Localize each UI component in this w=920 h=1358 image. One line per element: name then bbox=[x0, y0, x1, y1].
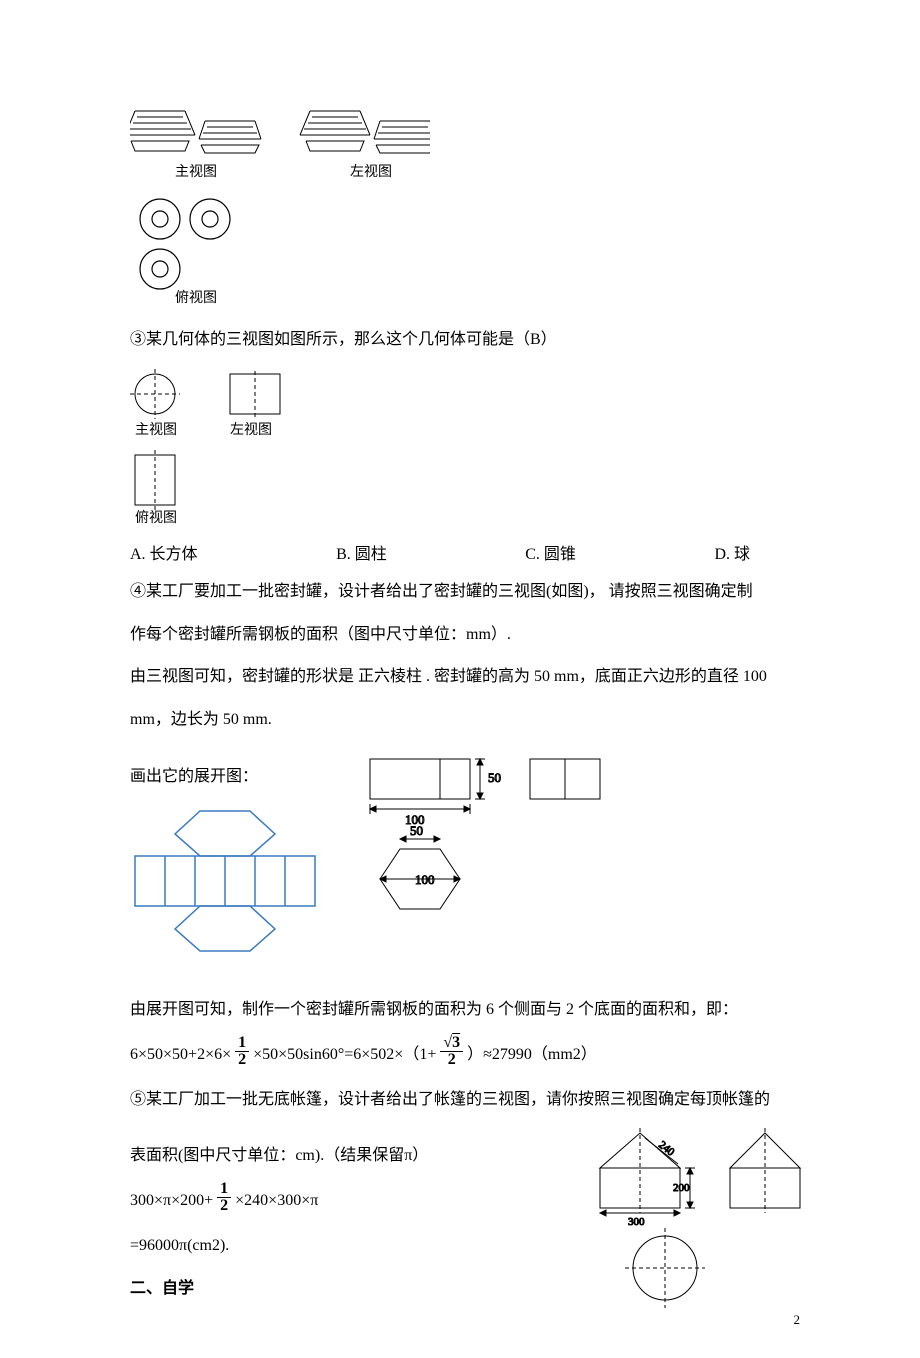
label-left-2: 左视图 bbox=[230, 422, 272, 438]
section-2-title: 二、自学 bbox=[130, 1275, 590, 1304]
q5-line1: ⑤某工厂加工一批无底帐篷，设计者给出了帐篷的三视图，请你按照三视图确定每顶帐篷的 bbox=[130, 1086, 810, 1115]
fraction-root3-2: √3 2 bbox=[440, 1035, 463, 1068]
figure-bowls-top: 俯视图 bbox=[130, 197, 810, 312]
option-b: B. 圆柱 bbox=[336, 540, 387, 564]
q3-text: ③某几何体的三视图如图所示，那么这个几何体可能是（B） bbox=[130, 326, 810, 355]
option-a: A. 长方体 bbox=[130, 540, 198, 564]
q5-calc: 300×π×200+ 1 2 ×240×300×π bbox=[130, 1185, 590, 1218]
label-front-2: 主视图 bbox=[135, 422, 177, 438]
q4-calc-intro: 由展开图可知，制作一个密封罐所需钢板的面积为 6 个侧面与 2 个底面的面积和，… bbox=[130, 996, 810, 1025]
figure-q3-top: 俯视图 bbox=[130, 450, 810, 530]
q3-options: A. 长方体 B. 圆柱 C. 圆锥 D. 球 bbox=[130, 540, 750, 564]
svg-text:240: 240 bbox=[656, 1139, 677, 1159]
svg-text:200: 200 bbox=[673, 1182, 690, 1194]
label-left: 左视图 bbox=[350, 164, 392, 180]
q4-line2: 作每个密封罐所需钢板的面积（图中尺寸单位：mm）. bbox=[130, 621, 810, 650]
option-d: D. 球 bbox=[714, 540, 750, 564]
figure-hex-threeview: 50 100 50 bbox=[360, 749, 620, 934]
figure-q3-views: 主视图 左视图 bbox=[130, 369, 810, 444]
figure-bowls-views: 主视图 左视图 bbox=[130, 106, 810, 191]
q4-line5: 画出它的展开图： bbox=[130, 763, 320, 792]
fraction-half-2: 1 2 bbox=[217, 1181, 231, 1214]
figure-hex-net bbox=[130, 806, 320, 976]
fraction-half: 1 2 bbox=[235, 1035, 249, 1068]
q4-line1: ④某工厂要加工一批密封罐，设计者给出了密封罐的三视图(如图)， 请按照三视图确定… bbox=[130, 578, 810, 607]
label-top: 俯视图 bbox=[175, 290, 217, 306]
q5-result: =96000π(cm2). bbox=[130, 1232, 590, 1261]
q5-line2: 表面积(图中尺寸单位：cm).（结果保留π） bbox=[130, 1142, 590, 1171]
svg-text:50: 50 bbox=[410, 823, 423, 838]
page-number: 2 bbox=[794, 1312, 801, 1328]
q4-calc: 6×50×50+2×6× 1 2 ×50×50sin60°=6×502×（1+ … bbox=[130, 1039, 810, 1072]
page-container: 主视图 左视图 俯视图 ③某几何体的三视图如图所示，那么这个几何体可能是（B） bbox=[0, 0, 920, 1358]
q4-line3: 由三视图可知，密封罐的形状是 正六棱柱 . 密封罐的高为 50 mm，底面正六边… bbox=[130, 663, 810, 692]
svg-text:50: 50 bbox=[488, 770, 501, 785]
svg-text:300: 300 bbox=[628, 1216, 645, 1228]
option-c: C. 圆锥 bbox=[525, 540, 576, 564]
label-front: 主视图 bbox=[175, 164, 217, 180]
q4-line4: mm，边长为 50 mm. bbox=[130, 706, 810, 735]
figure-tent-threeview: 240 200 300 bbox=[590, 1128, 810, 1313]
label-top-2: 俯视图 bbox=[135, 510, 177, 525]
